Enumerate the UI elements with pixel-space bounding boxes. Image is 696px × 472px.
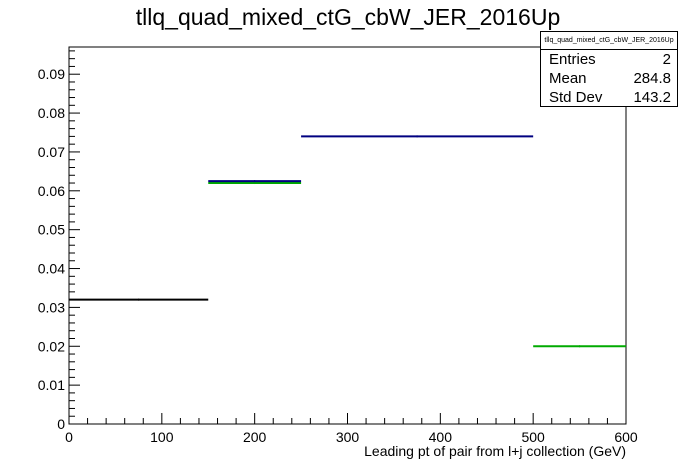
y-tick-label: 0.04	[38, 261, 65, 277]
y-tick-label: 0.08	[38, 105, 65, 121]
chart-title: tllq_quad_mixed_ctG_cbW_JER_2016Up	[136, 4, 560, 30]
stats-value: 143.2	[633, 89, 671, 106]
y-tick-label: 0.02	[38, 338, 65, 354]
y-tick-label: 0.01	[38, 377, 65, 393]
histogram-bins	[69, 135, 626, 348]
stats-label: Std Dev	[549, 89, 603, 106]
stats-row-entries: Entries 2	[541, 50, 677, 69]
x-tick-label: 100	[150, 429, 174, 445]
y-tick-label: 0.09	[38, 66, 65, 82]
stats-label: Entries	[549, 51, 596, 68]
y-tick-label: 0.07	[38, 144, 65, 160]
y-tick-label: 0.03	[38, 299, 65, 315]
stats-value: 2	[662, 51, 671, 68]
stats-value: 284.8	[633, 70, 671, 87]
y-tick-label: 0	[57, 416, 65, 432]
x-tick-label: 200	[243, 429, 267, 445]
stats-box: tllq_quad_mixed_ctG_cbW_JER_2016Up Entri…	[540, 31, 678, 107]
stats-row-mean: Mean 284.8	[541, 69, 677, 88]
x-tick-label: 400	[429, 429, 453, 445]
y-tick-label: 0.05	[38, 222, 65, 238]
axis-ticks: 0 100 200 300 400 500 600 0 0.01 0.02 0.03 0.04 0.05…	[38, 50, 638, 445]
x-axis-label: Leading pt of pair from l+j collection (…	[364, 443, 626, 459]
stats-row-stddev: Std Dev 143.2	[541, 88, 677, 107]
stats-label: Mean	[549, 70, 587, 87]
stats-box-title: tllq_quad_mixed_ctG_cbW_JER_2016Up	[541, 32, 677, 50]
x-tick-label: 600	[614, 429, 638, 445]
y-tick-label: 0.06	[38, 183, 65, 199]
x-tick-label: 500	[521, 429, 545, 445]
x-tick-label: 300	[336, 429, 360, 445]
x-tick-label: 0	[65, 429, 73, 445]
